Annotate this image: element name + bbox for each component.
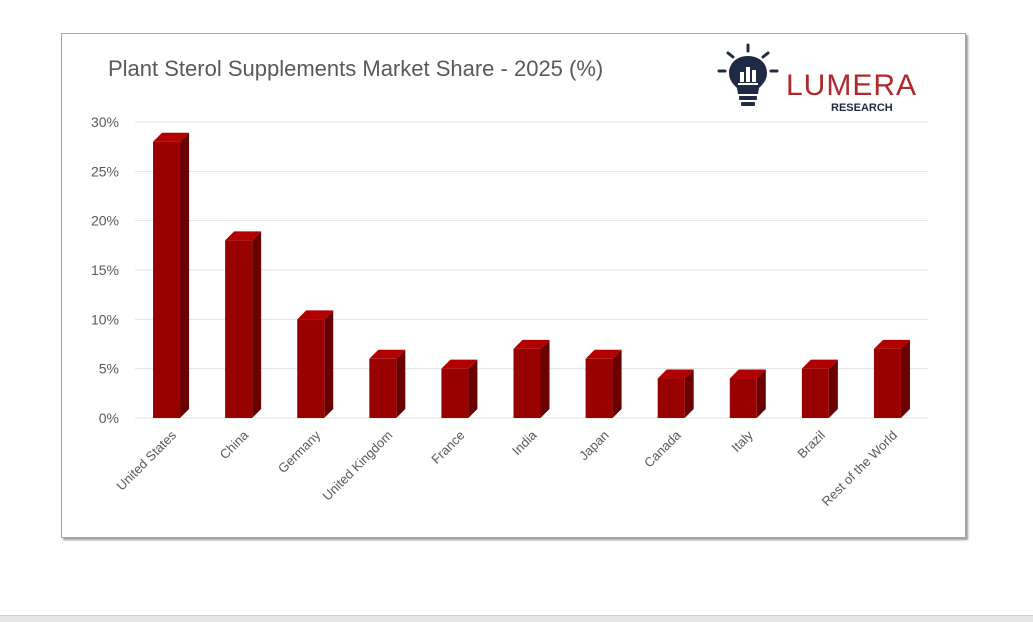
y-tick-label: 5% xyxy=(99,361,119,377)
brand-subtitle: RESEARCH xyxy=(831,102,893,114)
y-tick-label: 15% xyxy=(91,262,119,278)
bar-top xyxy=(729,369,766,379)
bar-side xyxy=(756,369,766,418)
bar xyxy=(801,359,838,418)
x-tick-label: United Kingdom xyxy=(319,428,395,504)
x-tick-label: China xyxy=(217,427,252,462)
bar-top xyxy=(585,349,622,359)
bar-top xyxy=(369,349,406,359)
bar-front xyxy=(657,378,685,418)
bar-side xyxy=(540,339,550,418)
y-tick-label: 25% xyxy=(91,163,119,179)
bottom-divider xyxy=(0,615,1033,622)
bar xyxy=(729,369,766,418)
bar-front xyxy=(225,240,253,418)
x-tick-label: Germany xyxy=(275,427,324,476)
x-tick-label: Italy xyxy=(728,427,756,455)
lightbulb-chart-icon xyxy=(717,43,779,106)
bar-side xyxy=(324,310,334,418)
bar-side xyxy=(828,359,838,418)
brand-name: LUMERA xyxy=(786,69,918,102)
x-tick-label: Rest of the World xyxy=(819,428,900,509)
y-tick-label: 0% xyxy=(99,410,119,426)
bar-front xyxy=(729,378,757,418)
bar-top xyxy=(801,359,838,369)
bar-front xyxy=(369,358,397,418)
bar xyxy=(657,369,694,418)
bar xyxy=(585,349,622,418)
bar-top xyxy=(153,132,190,142)
bar-front xyxy=(585,358,613,418)
bar-top xyxy=(873,339,910,349)
bar xyxy=(513,339,550,418)
x-tick-label: Japan xyxy=(576,428,612,464)
x-tick-label: Brazil xyxy=(794,427,828,461)
bar-side xyxy=(612,349,622,418)
x-tick-label: France xyxy=(428,428,467,467)
bar xyxy=(441,359,478,418)
y-tick-label: 10% xyxy=(91,311,119,327)
y-tick-label: 20% xyxy=(91,213,119,229)
x-tick-label: United States xyxy=(113,427,179,493)
x-tick-label: Canada xyxy=(641,427,684,470)
bar-front xyxy=(441,368,469,418)
bar xyxy=(225,231,262,418)
bar-top xyxy=(513,339,550,349)
bar-front xyxy=(801,368,829,418)
chart-title: Plant Sterol Supplements Market Share - … xyxy=(108,56,604,81)
bar-top xyxy=(225,231,262,241)
bar xyxy=(873,339,910,418)
x-tick-label: India xyxy=(509,427,540,458)
bar-front xyxy=(153,141,181,418)
bar-front xyxy=(297,319,325,418)
plot-area: 0% 5% 10% 15% 20% 25% 30% United States China Ger… xyxy=(91,114,928,509)
brand-logo: LUMERA RESEARCH xyxy=(714,42,944,114)
bar-side xyxy=(396,349,406,418)
bar-top xyxy=(657,369,694,379)
bar xyxy=(297,310,334,418)
bar-top xyxy=(297,310,334,320)
bar-top xyxy=(441,359,478,369)
y-tick-label: 30% xyxy=(91,114,119,130)
bar xyxy=(369,349,406,418)
bar-front xyxy=(873,348,901,418)
bar-side xyxy=(252,231,262,418)
bar-front xyxy=(513,348,541,418)
bar-side xyxy=(468,359,478,418)
bar-side xyxy=(684,369,694,418)
chart-frame: Plant Sterol Supplements Market Share - … xyxy=(61,33,966,538)
bar xyxy=(153,132,190,418)
bar-side xyxy=(180,132,190,418)
bar-side xyxy=(900,339,910,418)
